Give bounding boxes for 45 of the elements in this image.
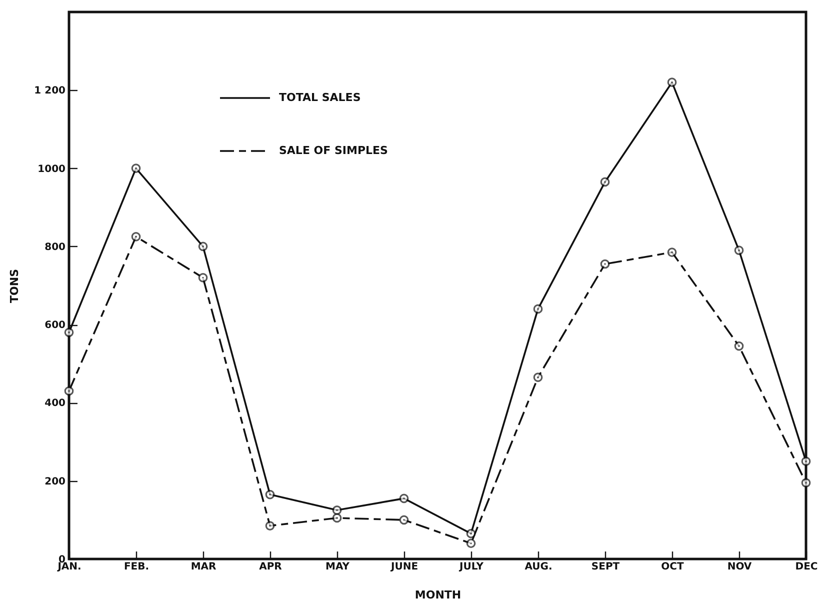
point <box>600 259 610 269</box>
point <box>801 478 811 488</box>
point <box>198 242 208 252</box>
point <box>332 505 342 515</box>
x-tick-label: SEPT <box>591 562 620 572</box>
y-tick-label: 800 <box>44 242 66 253</box>
x-tick-label: AUG. <box>524 562 552 572</box>
point <box>265 490 275 500</box>
x-axis-title: MONTH <box>414 588 462 602</box>
point <box>332 513 342 523</box>
point <box>466 528 476 538</box>
x-tick-label: FEB. <box>124 562 150 572</box>
point <box>265 521 275 530</box>
legend-label: TOTAL SALES <box>279 91 361 104</box>
x-tick-label: JUNE <box>390 562 418 572</box>
x-tick-label: OCT <box>661 562 684 572</box>
y-tick-label: 1 200 <box>34 86 66 97</box>
point <box>399 494 409 504</box>
x-tick-label: NOV <box>727 562 752 572</box>
x-tick-label: JULY <box>458 562 484 572</box>
point <box>600 177 610 187</box>
legend-label: SALE OF SIMPLES <box>279 144 388 157</box>
point <box>466 538 476 548</box>
point <box>533 304 543 314</box>
point <box>131 164 141 173</box>
x-tick-label: MAR <box>190 562 216 572</box>
point <box>64 328 74 338</box>
point <box>801 456 811 466</box>
y-tick-label: 600 <box>44 320 66 332</box>
y-tick-label: 200 <box>44 476 66 488</box>
point <box>198 273 208 282</box>
point <box>734 246 744 255</box>
x-tick-label: APR <box>259 562 282 572</box>
x-tick-label: DEC <box>795 562 818 572</box>
point <box>667 248 677 257</box>
y-axis-title: TONS <box>8 268 22 303</box>
point <box>533 372 543 382</box>
y-tick-label: 1000 <box>38 164 66 175</box>
point <box>399 515 409 525</box>
point <box>64 386 74 396</box>
point <box>667 78 677 87</box>
x-tick-label: MAY <box>326 562 350 572</box>
point <box>131 232 141 242</box>
y-tick-label: 400 <box>44 398 66 410</box>
point <box>734 341 744 351</box>
